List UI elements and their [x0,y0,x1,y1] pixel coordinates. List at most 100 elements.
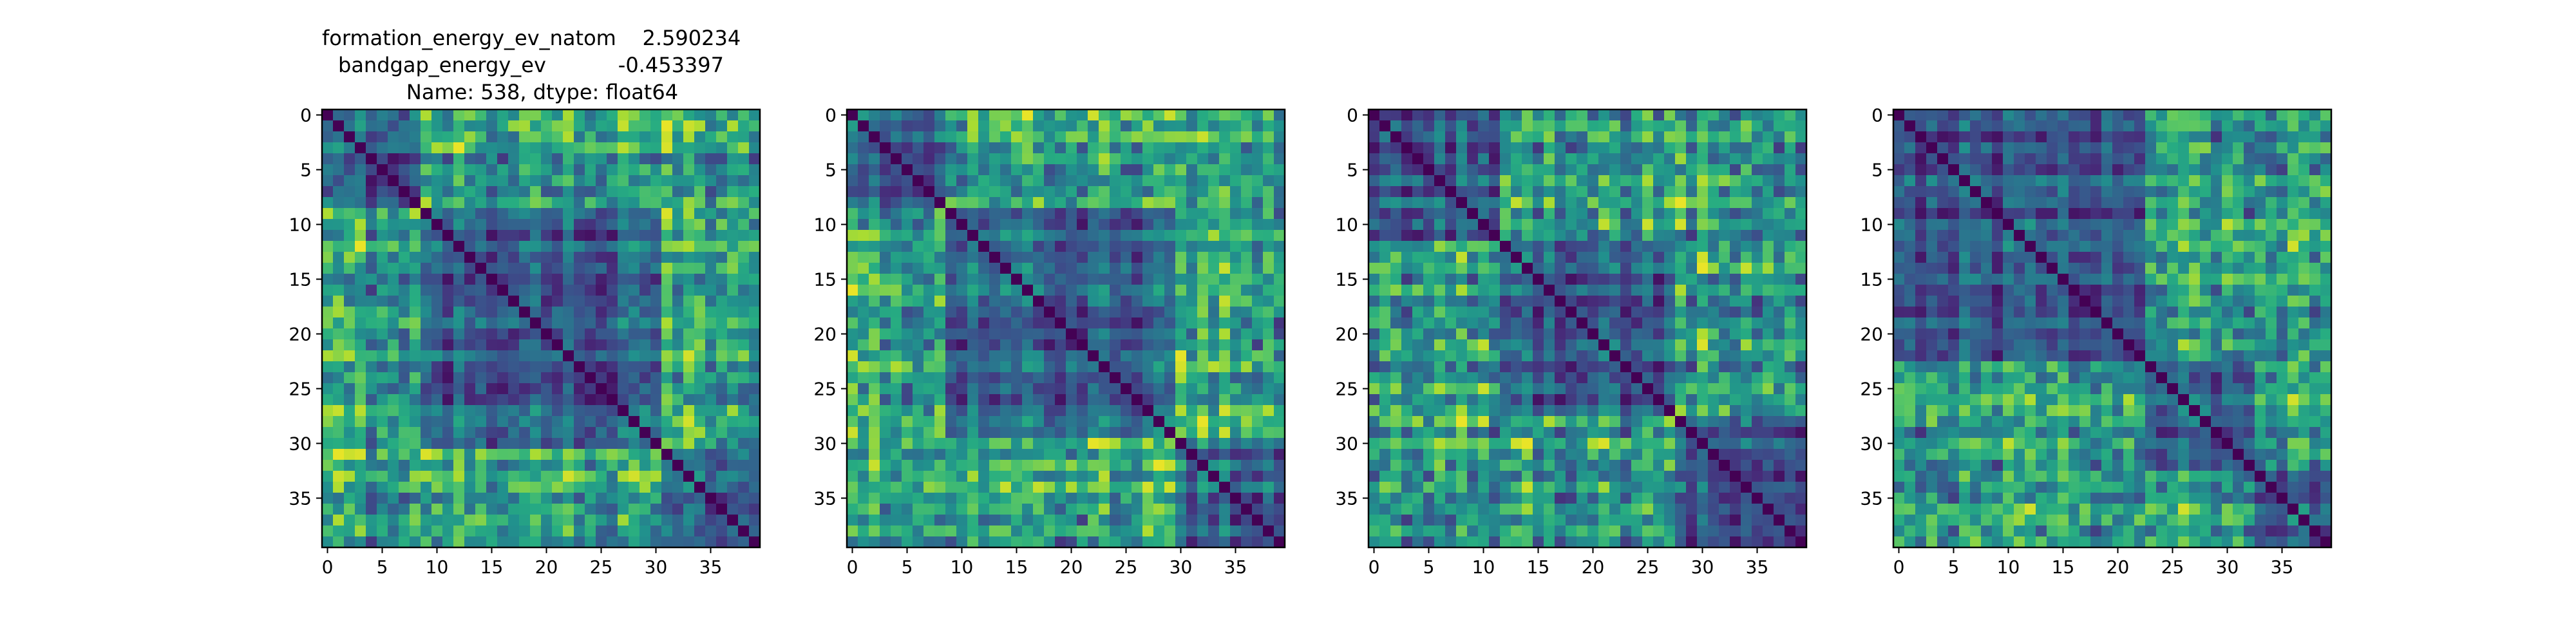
heatmap-cell [453,438,465,450]
heatmap-cell [1252,274,1264,285]
heatmap-cell [1044,241,1056,252]
heatmap-cell [1263,427,1274,439]
heatmap-cell [1752,427,1763,439]
heatmap-cell [1175,285,1187,296]
heatmap-cell [705,372,717,384]
heatmap-cell [421,460,432,471]
heatmap-cell [453,197,465,209]
heatmap-cell [1230,383,1242,395]
heatmap-cell [1620,164,1632,176]
heatmap-cell [1730,493,1741,504]
heatmap-cell [978,120,990,132]
heatmap-cell [956,164,968,176]
heatmap-cell [1763,186,1774,198]
heatmap-cell [1522,438,1533,450]
heatmap-cell [1456,438,1468,450]
heatmap-cell [1675,186,1687,198]
heatmap-cell [1186,438,1198,450]
heatmap-cell [1230,186,1242,198]
heatmap-cell [1164,536,1176,548]
heatmap-cell [1500,274,1511,285]
heatmap-cell [1489,361,1501,373]
heatmap-cell [1708,405,1719,417]
heatmap-cell [366,416,377,428]
heatmap-cell [1719,438,1730,450]
heatmap-cell [956,252,968,263]
heatmap-cell [1412,339,1424,351]
heatmap-cell [989,230,1001,242]
heatmap-cell [1708,296,1719,307]
heatmap-cell [749,131,761,143]
heatmap-cell [541,109,553,121]
heatmap-cell [978,296,990,307]
heatmap-cell [1653,197,1665,209]
heatmap-cell [705,416,717,428]
heatmap-cell [1164,526,1176,537]
heatmap-cell [355,208,366,220]
heatmap-cell [1795,515,1807,526]
heatmap-cell [1609,296,1621,307]
heatmap-cell [1544,427,1555,439]
heatmap-cell [1197,536,1209,548]
heatmap-cell [978,493,990,504]
heatmap-cell [880,186,891,198]
subplot-title: formation_energy_ev_natom 2.590234 bandg… [322,26,741,104]
heatmap-cell [585,339,596,351]
heatmap-cell [956,328,968,340]
heatmap-cell [1011,153,1023,165]
heatmap-cell [749,208,761,220]
heatmap-cell [421,175,432,187]
heatmap-cell [945,208,957,220]
heatmap-cell [1055,142,1066,154]
heatmap-cell [1445,416,1457,428]
heatmap-cell [1044,460,1056,471]
heatmap-cell [1587,241,1599,252]
heatmap-cell [519,120,531,132]
heatmap-cell [1434,197,1446,209]
heatmap-cell [508,482,520,493]
heatmap-cell [1522,449,1533,460]
heatmap-cell [978,536,990,548]
heatmap-cell [1785,350,1796,362]
heatmap-cell [1653,526,1665,537]
heatmap-cell [1175,328,1187,340]
heatmap-cell [902,175,913,187]
heatmap-cell [902,350,913,362]
heatmap-cell [410,153,421,165]
heatmap-cell [683,131,695,143]
heatmap-cell [891,208,902,220]
heatmap-cell [1164,405,1176,417]
heatmap-cell [1577,230,1588,242]
heatmap-cell [1186,208,1198,220]
heatmap-cell [1011,460,1023,471]
heatmap-cell [475,317,487,329]
heatmap-cell [475,339,487,351]
heatmap-cell [1055,526,1066,537]
heatmap-cell [519,164,531,176]
heatmap-cell [694,372,706,384]
heatmap-cell [1142,383,1154,395]
heatmap-cell [694,361,706,373]
heatmap-cell [1445,208,1457,220]
heatmap-cell [1033,241,1045,252]
heatmap-cell [410,285,421,296]
heatmap-cell [1741,449,1752,460]
heatmap-cell [629,350,640,362]
heatmap-cell [1164,109,1176,121]
heatmap-cell [978,230,990,242]
heatmap-cell [333,416,345,428]
heatmap-cell [1241,197,1253,209]
heatmap-cell [1175,109,1187,121]
heatmap-cell [1478,153,1490,165]
heatmap-cell [847,515,858,526]
heatmap-cell [934,482,946,493]
heatmap-cell [661,263,673,274]
heatmap-cell [1274,175,1285,187]
heatmap-cell [618,109,629,121]
heatmap-cell [639,350,651,362]
heatmap-cell [453,120,465,132]
heatmap-cell [1752,460,1763,471]
heatmap-cell [650,427,662,439]
heatmap-cell [1500,405,1511,417]
heatmap-cell [967,438,979,450]
